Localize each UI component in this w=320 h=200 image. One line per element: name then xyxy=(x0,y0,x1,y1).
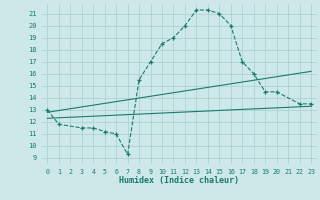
X-axis label: Humidex (Indice chaleur): Humidex (Indice chaleur) xyxy=(119,176,239,185)
